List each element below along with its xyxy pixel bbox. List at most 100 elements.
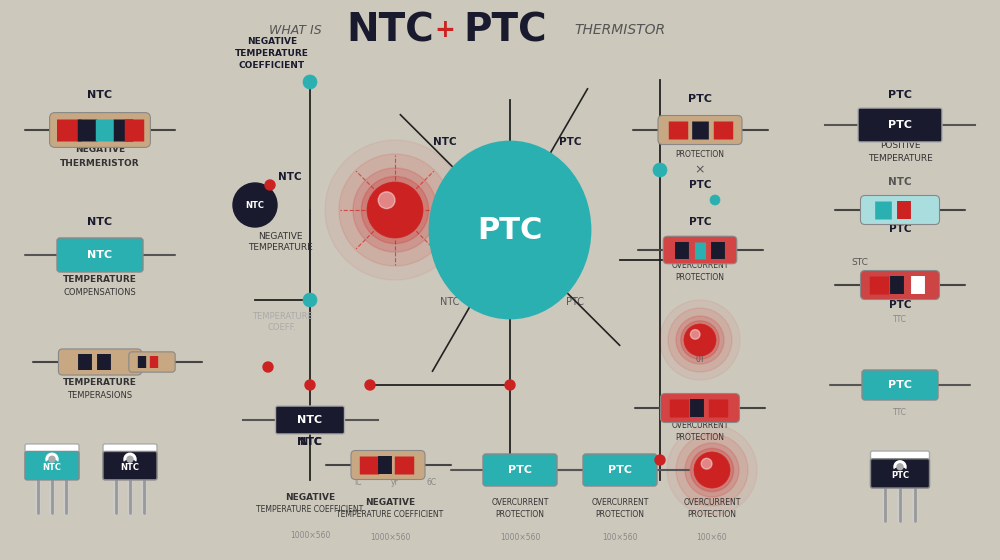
Circle shape	[49, 456, 55, 462]
Circle shape	[505, 380, 515, 390]
FancyBboxPatch shape	[50, 113, 150, 147]
Text: PROTECTION: PROTECTION	[676, 433, 724, 442]
FancyBboxPatch shape	[103, 444, 157, 480]
Text: NEGATIVE: NEGATIVE	[75, 145, 125, 154]
Text: PTC: PTC	[508, 465, 532, 475]
Text: PTC: PTC	[889, 300, 911, 310]
Text: NTC: NTC	[346, 11, 434, 49]
FancyBboxPatch shape	[862, 370, 938, 400]
Text: PTC: PTC	[888, 380, 912, 390]
Circle shape	[378, 192, 395, 209]
Text: 1000×560: 1000×560	[500, 533, 540, 542]
Circle shape	[305, 380, 315, 390]
Circle shape	[701, 458, 712, 469]
Text: OVERCURRENT: OVERCURRENT	[491, 498, 549, 507]
Text: TEMPERATURE COEFFICIENT: TEMPERATURE COEFFICIENT	[336, 510, 444, 519]
Text: NTC: NTC	[42, 463, 62, 472]
Text: +: +	[435, 18, 455, 42]
Circle shape	[303, 293, 317, 307]
Text: PTC: PTC	[559, 137, 581, 147]
Text: PTC: PTC	[566, 297, 584, 307]
Text: STC: STC	[852, 258, 868, 267]
Text: PROTECTION: PROTECTION	[496, 510, 544, 519]
FancyBboxPatch shape	[663, 236, 737, 264]
Circle shape	[367, 182, 423, 238]
Circle shape	[122, 460, 138, 475]
FancyBboxPatch shape	[860, 195, 940, 225]
FancyBboxPatch shape	[276, 406, 344, 434]
Text: PTC: PTC	[608, 465, 632, 475]
FancyBboxPatch shape	[660, 394, 740, 422]
Text: TEMPERATURE: TEMPERATURE	[868, 154, 932, 163]
Circle shape	[127, 456, 133, 462]
Text: PTC: PTC	[888, 90, 912, 100]
Text: OVERCURRENT: OVERCURRENT	[683, 498, 741, 507]
Text: THERMISTOR: THERMISTOR	[574, 23, 666, 37]
FancyBboxPatch shape	[583, 454, 657, 486]
Text: 1000×560: 1000×560	[370, 533, 410, 542]
Text: TEMPERATURE
COEFF.: TEMPERATURE COEFF.	[252, 312, 312, 332]
FancyBboxPatch shape	[860, 270, 940, 300]
Text: yr: yr	[391, 478, 399, 487]
FancyBboxPatch shape	[870, 459, 930, 488]
Text: IC: IC	[354, 478, 362, 487]
Text: PTC: PTC	[888, 120, 912, 130]
Text: PTC: PTC	[889, 224, 911, 234]
Text: NTC: NTC	[120, 463, 140, 472]
Text: 100×560: 100×560	[602, 533, 638, 542]
FancyBboxPatch shape	[129, 352, 175, 372]
Text: PROTECTION: PROTECTION	[676, 150, 724, 159]
Text: OVERCURRENT: OVERCURRENT	[671, 261, 729, 270]
Text: NTC: NTC	[87, 90, 113, 100]
Circle shape	[44, 460, 60, 475]
Text: NTC: NTC	[433, 137, 457, 147]
Text: PTC: PTC	[891, 471, 909, 480]
Circle shape	[685, 443, 739, 497]
Circle shape	[339, 154, 451, 266]
Text: TEMPERATURE: TEMPERATURE	[63, 378, 137, 387]
Circle shape	[303, 75, 317, 89]
Text: TEMPERATURE: TEMPERATURE	[63, 275, 137, 284]
Text: NTC: NTC	[87, 217, 113, 227]
Circle shape	[667, 425, 757, 515]
Text: NTC: NTC	[246, 200, 264, 209]
Circle shape	[233, 183, 277, 227]
Text: POSITIVE CURRENT: POSITIVE CURRENT	[663, 138, 737, 147]
Text: PTC: PTC	[463, 11, 547, 49]
Text: 1000×560: 1000×560	[290, 531, 330, 540]
FancyBboxPatch shape	[25, 444, 79, 480]
Text: OVERCURRENT: OVERCURRENT	[591, 498, 649, 507]
FancyBboxPatch shape	[25, 451, 79, 480]
FancyBboxPatch shape	[57, 238, 143, 272]
Text: PTC: PTC	[477, 216, 543, 245]
FancyBboxPatch shape	[351, 450, 425, 479]
Text: NTC: NTC	[278, 172, 302, 182]
Circle shape	[894, 461, 906, 473]
Ellipse shape	[430, 142, 590, 318]
Text: OVERCURRENT: OVERCURRENT	[671, 421, 729, 430]
Circle shape	[325, 140, 465, 280]
Circle shape	[694, 452, 730, 488]
Text: POSITIVE: POSITIVE	[880, 141, 920, 150]
Text: WHAT IS: WHAT IS	[269, 24, 321, 36]
Text: NEGATIVE: NEGATIVE	[285, 493, 335, 502]
Text: NEGATIVE: NEGATIVE	[365, 498, 415, 507]
FancyBboxPatch shape	[103, 451, 157, 480]
Circle shape	[710, 195, 720, 205]
Text: NTC: NTC	[297, 415, 323, 425]
Circle shape	[46, 453, 58, 465]
Circle shape	[265, 180, 275, 190]
Circle shape	[684, 324, 716, 356]
Circle shape	[365, 380, 375, 390]
Circle shape	[361, 176, 429, 244]
FancyBboxPatch shape	[658, 115, 742, 144]
Text: PROTECTION: PROTECTION	[688, 510, 736, 519]
Text: NTC: NTC	[888, 177, 912, 187]
Circle shape	[897, 464, 903, 470]
Text: PTC: PTC	[688, 94, 712, 104]
Text: TTC: TTC	[893, 408, 907, 417]
Text: ×: ×	[695, 163, 705, 176]
Circle shape	[263, 362, 273, 372]
Text: 0T: 0T	[695, 355, 705, 364]
Circle shape	[655, 455, 665, 465]
